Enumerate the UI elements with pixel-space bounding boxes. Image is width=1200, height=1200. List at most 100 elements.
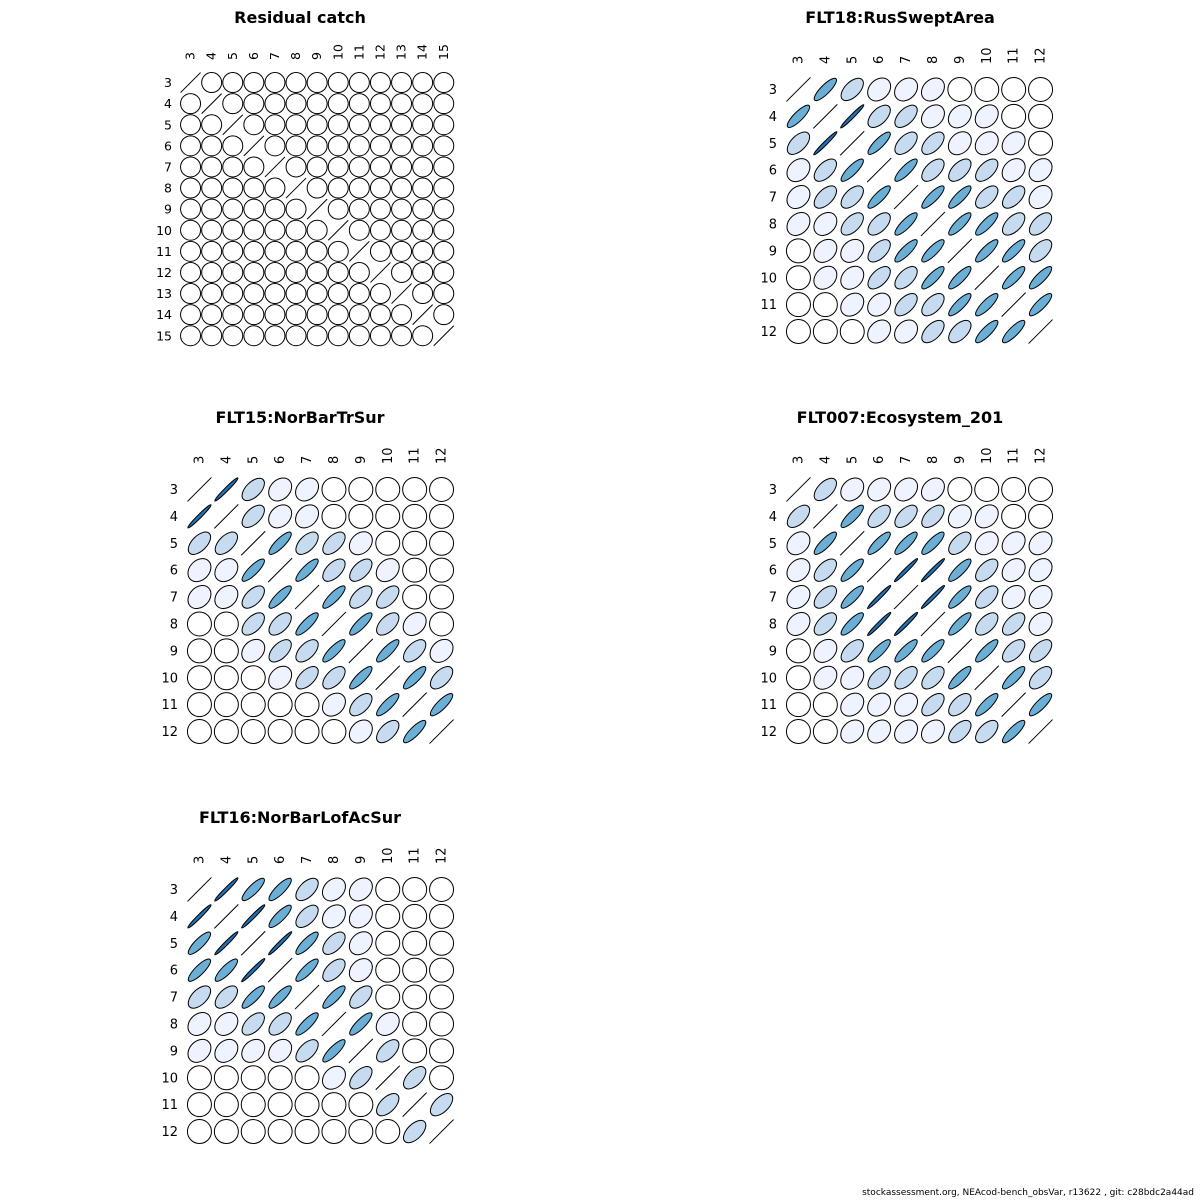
diagonal-line [294,984,320,1010]
correlation-ellipse [321,1092,347,1118]
correlation-ellipse [369,198,391,220]
correlation-ellipse [285,156,307,178]
correlation-ellipse [391,135,413,157]
correlation-ellipse [268,639,292,663]
correlation-ellipse [264,177,286,199]
correlation-ellipse [402,476,428,502]
correlation-ellipse [322,531,346,555]
correlation-ellipse [402,666,427,690]
correlation-ellipse [321,904,346,929]
correlation-ellipse [812,692,838,718]
correlation-ellipse [867,266,891,290]
diagonal-line [213,503,239,529]
row-label: 12 [760,325,777,340]
correlation-ellipse [369,304,391,326]
row-label: 12 [161,1125,178,1140]
correlation-ellipse [429,611,455,637]
correlation-ellipse [268,877,292,902]
correlation-ellipse [369,93,391,115]
correlation-ellipse [412,261,434,283]
correlation-ellipse [894,531,918,555]
correlation-ellipse [402,957,428,983]
correlation-ellipse [867,611,892,637]
correlation-ellipse [322,958,346,982]
correlation-ellipse [1028,639,1053,663]
footer-caption: stockassessment.org, NEAcod-bench_obsVar… [862,1188,1194,1198]
row-label: 11 [156,244,172,259]
row-label: 14 [156,307,172,322]
correlation-ellipse [840,104,865,129]
diagonal-line [180,72,201,93]
correlation-ellipse [893,611,919,637]
correlation-ellipse [840,665,865,690]
diagonal-line [187,477,212,502]
correlation-ellipse [375,503,401,529]
correlation-ellipse [321,1119,347,1145]
correlation-ellipse [375,476,401,502]
correlation-ellipse [322,931,346,955]
correlation-ellipse [433,72,455,94]
column-label: 11 [408,847,423,864]
correlation-ellipse [264,283,286,305]
column-label: 12 [435,447,450,464]
correlation-ellipse [222,93,244,115]
diagonal-line [947,638,973,664]
diagonal-line [321,611,347,637]
row-label: 3 [170,483,178,498]
correlation-ellipse [429,503,455,529]
diagonal-line [786,477,811,502]
correlation-ellipse [840,585,864,609]
row-label: 4 [164,96,172,111]
row-label: 9 [769,644,777,659]
correlation-ellipse [785,319,811,345]
correlation-ellipse [187,904,212,929]
correlation-ellipse [295,904,319,929]
row-label: 7 [170,591,178,606]
correlation-ellipse [349,985,373,1009]
row-label: 7 [164,159,172,174]
column-label: 6 [273,456,288,464]
correlation-ellipse [948,292,972,317]
correlation-ellipse [1001,666,1026,690]
correlation-ellipse [376,1039,400,1063]
column-label: 7 [267,52,282,60]
correlation-ellipse [369,177,391,199]
correlation-ellipse [348,325,370,347]
row-label: 15 [156,328,172,343]
correlation-ellipse [241,638,266,663]
correlation-ellipse [241,985,265,1009]
correlation-ellipse [402,984,428,1010]
correlation-ellipse [948,266,972,290]
row-label: 9 [170,644,178,659]
correlation-ellipse [840,238,865,263]
correlation-ellipse [222,135,244,157]
correlation-ellipse [213,1119,239,1145]
correlation-ellipse [375,1119,401,1145]
correlation-ellipse [375,558,400,583]
correlation-ellipse [402,584,428,610]
correlation-ellipse [327,156,349,178]
correlation-ellipse [840,692,865,717]
correlation-ellipse [412,240,434,262]
diagonal-line [920,611,946,637]
correlation-ellipse [402,1011,428,1037]
correlation-ellipse [894,158,918,182]
correlation-ellipse [974,531,999,556]
correlation-ellipse [867,239,891,263]
diagonal-line [786,77,811,102]
correlation-ellipse [974,131,999,156]
row-label: 10 [161,1071,178,1086]
correlation-ellipse [1001,476,1027,502]
correlation-ellipse [867,584,892,610]
diagonal-line [375,1065,401,1091]
correlation-ellipse [264,114,286,136]
correlation-ellipse [391,93,413,115]
correlation-ellipse [186,692,212,718]
correlation-ellipse [306,93,328,115]
column-label: 12 [372,44,387,60]
correlation-ellipse [840,504,864,529]
correlation-ellipse [264,304,286,326]
correlation-ellipse [267,1092,293,1118]
column-label: 8 [926,456,941,464]
correlation-ellipse [264,93,286,115]
